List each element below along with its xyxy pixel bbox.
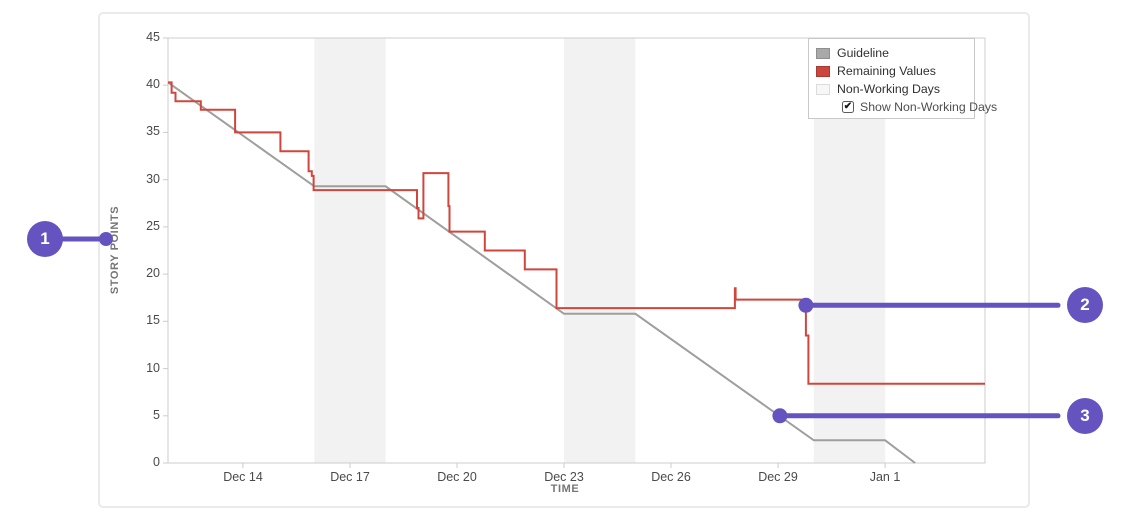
y-tick-label: 45 xyxy=(146,30,160,44)
x-tick-label: Dec 29 xyxy=(758,470,798,484)
checkbox-label: Show Non-Working Days xyxy=(860,99,998,114)
legend-swatch xyxy=(816,83,830,95)
y-tick-label: 10 xyxy=(146,361,160,375)
y-tick-label: 15 xyxy=(146,313,160,327)
callout-badge-1: 1 xyxy=(27,221,63,257)
y-tick-label: 5 xyxy=(153,408,160,422)
x-tick-label: Dec 23 xyxy=(544,470,584,484)
checkmark-icon: ✔ xyxy=(843,100,853,112)
x-tick-label: Dec 14 xyxy=(223,470,263,484)
legend-item-label: Guideline xyxy=(837,46,889,60)
show-non-working-days-checkbox[interactable]: ✔ xyxy=(842,100,854,113)
legend-item: Guideline xyxy=(816,44,967,62)
y-axis-title: STORY POINTS xyxy=(109,205,121,295)
x-axis-title: TIME xyxy=(550,483,580,495)
callout-badge-3: 3 xyxy=(1067,397,1103,434)
x-tick-label: Dec 17 xyxy=(330,470,370,484)
y-tick-label: 40 xyxy=(146,77,160,91)
legend-checkbox-row[interactable]: ✔ Show Non-Working Days xyxy=(842,98,997,115)
legend-items: Guideline Remaining Values Non-Working D… xyxy=(816,44,967,98)
callout-badge-2-number: 2 xyxy=(1080,295,1090,315)
legend-item: Remaining Values xyxy=(816,62,967,80)
y-tick-label: 25 xyxy=(146,219,160,233)
legend-item: Non-Working Days xyxy=(816,80,967,98)
legend-item-label: Non-Working Days xyxy=(837,82,940,96)
legend-swatch xyxy=(816,47,830,59)
x-tick-label: Dec 20 xyxy=(437,470,477,484)
x-tick-label: Dec 26 xyxy=(651,470,691,484)
legend: Guideline Remaining Values Non-Working D… xyxy=(808,38,997,119)
y-tick-label: 30 xyxy=(146,172,160,186)
legend-item-label: Remaining Values xyxy=(837,64,936,78)
legend-swatch xyxy=(816,65,830,77)
callout-badge-2: 2 xyxy=(1067,287,1103,324)
y-tick-label: 35 xyxy=(146,124,160,138)
callout-badge-1-number: 1 xyxy=(40,229,50,248)
y-tick-label: 20 xyxy=(146,266,160,280)
y-tick-label: 0 xyxy=(153,455,160,469)
x-tick-label: Jan 1 xyxy=(869,470,901,484)
callout-badge-3-number: 3 xyxy=(1080,405,1090,425)
